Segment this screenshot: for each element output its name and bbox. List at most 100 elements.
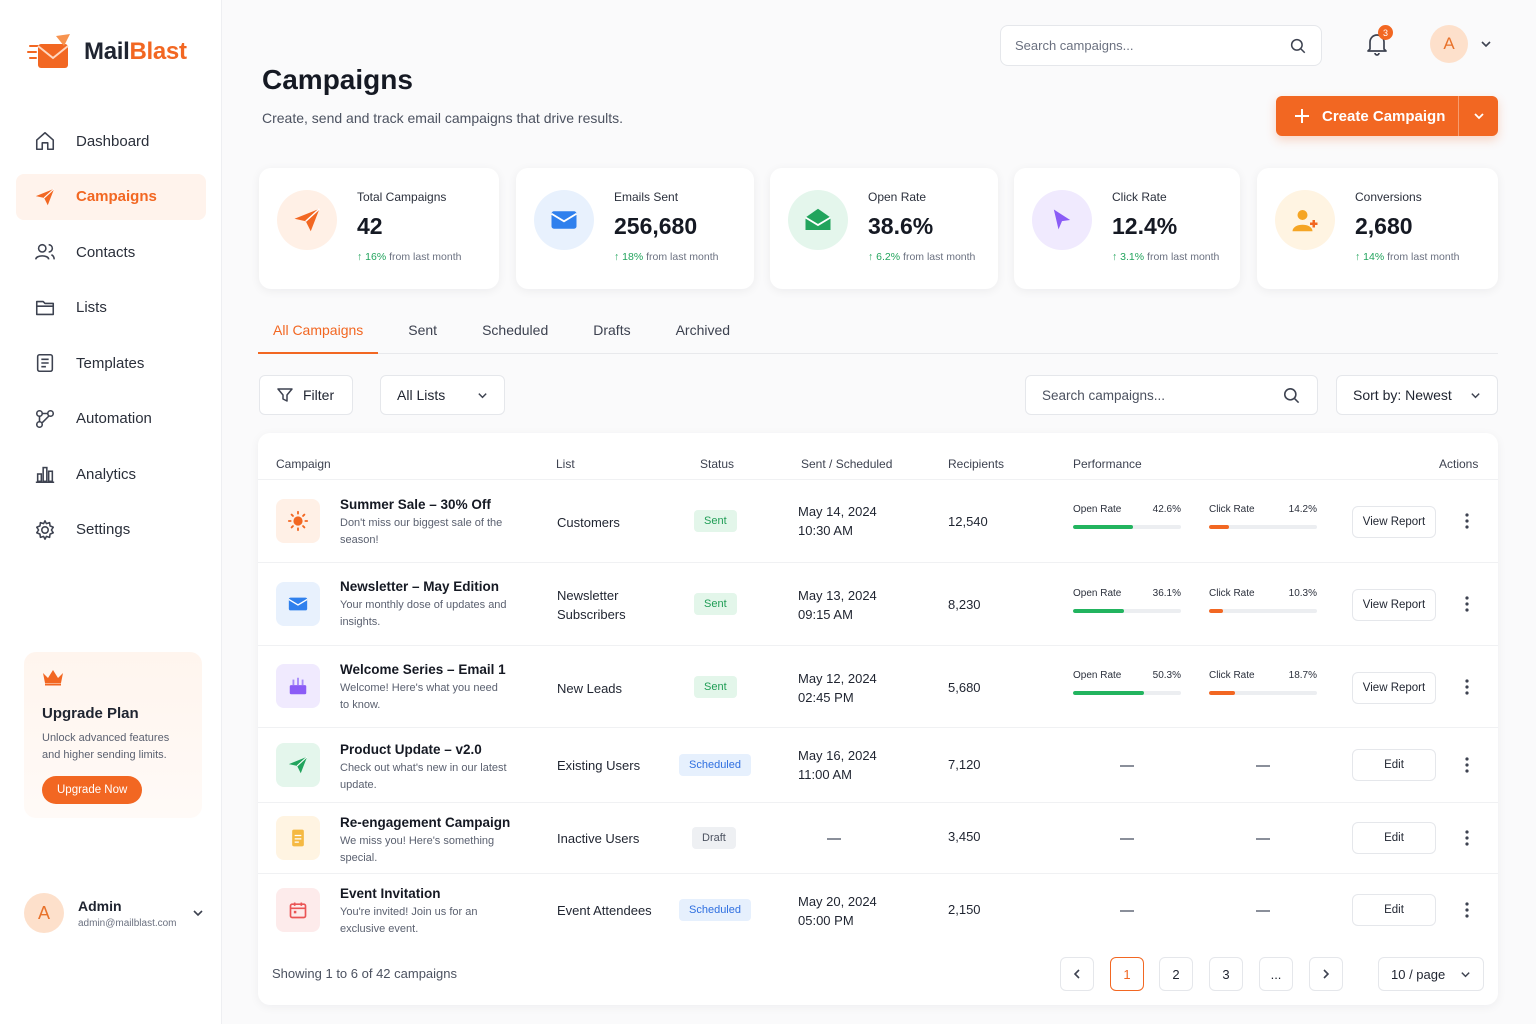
sidebar-item-automation[interactable]: Automation	[16, 396, 206, 442]
table-row[interactable]: Re-engagement Campaign We miss you! Here…	[258, 802, 1498, 873]
edit-button[interactable]: Edit	[1352, 894, 1436, 926]
sort-select[interactable]: Sort by: Newest	[1336, 375, 1498, 415]
stat-label: Click Rate	[1112, 190, 1167, 204]
global-search[interactable]	[1000, 25, 1322, 66]
document-icon	[276, 816, 320, 860]
sidebar-item-dashboard[interactable]: Dashboard	[16, 118, 206, 164]
chevron-down-icon	[1471, 392, 1480, 398]
document-icon	[36, 353, 54, 373]
column-header-list[interactable]: List	[556, 457, 575, 471]
workflow-icon	[35, 409, 55, 428]
campaign-name[interactable]: Welcome Series – Email 1	[340, 662, 506, 677]
arrow-up-icon: ↑	[357, 251, 366, 263]
sidebar-item-contacts[interactable]: Contacts	[16, 229, 206, 275]
table-row[interactable]: Summer Sale – 30% Off Don't miss our big…	[258, 479, 1498, 562]
search-icon[interactable]	[1282, 386, 1301, 405]
paper-plane-icon	[35, 187, 55, 205]
chevron-down-icon[interactable]	[1480, 38, 1492, 50]
campaign-name[interactable]: Newsletter – May Edition	[340, 579, 500, 594]
campaign-name[interactable]: Summer Sale – 30% Off	[340, 497, 491, 512]
table-row[interactable]: Product Update – v2.0 Check out what's n…	[258, 727, 1498, 802]
arrow-up-icon: ↑	[868, 251, 877, 263]
arrow-up-icon: ↑	[614, 251, 623, 263]
campaign-search[interactable]	[1025, 375, 1318, 415]
create-campaign-dropdown[interactable]	[1458, 96, 1498, 136]
campaign-name[interactable]: Re-engagement Campaign	[340, 815, 511, 830]
table-row[interactable]: Newsletter – May Edition Your monthly do…	[258, 562, 1498, 645]
page-button-1[interactable]: 1	[1110, 957, 1144, 991]
stat-value: 256,680	[614, 213, 698, 239]
edit-button[interactable]: Edit	[1352, 822, 1436, 854]
stat-value: 38.6%	[868, 213, 934, 239]
app-logo[interactable]: MailBlast	[26, 32, 187, 72]
sidebar-item-analytics[interactable]: Analytics	[16, 451, 206, 497]
user-menu[interactable]: A Admin admin@mailblast.com	[24, 893, 204, 933]
page-subtitle: Create, send and track email campaigns t…	[262, 110, 624, 126]
campaign-name[interactable]: Product Update – v2.0	[340, 742, 482, 757]
tab-scheduled[interactable]: Scheduled	[482, 322, 549, 338]
stat-label: Total Campaigns	[357, 190, 447, 204]
more-options-icon[interactable]	[1463, 679, 1471, 695]
campaign-search-input[interactable]	[1042, 387, 1282, 403]
sidebar-nav: Dashboard Campaigns Contacts Lists Templ…	[16, 118, 206, 562]
more-options-icon[interactable]	[1463, 596, 1471, 612]
open-rate-bar	[1073, 609, 1124, 613]
page-button-2[interactable]: 2	[1159, 957, 1193, 991]
more-options-icon[interactable]	[1463, 757, 1471, 773]
table-row[interactable]: Event Invitation You're invited! Join us…	[258, 873, 1498, 948]
sidebar-item-templates[interactable]: Templates	[16, 340, 206, 386]
sort-select-value: Sort by: Newest	[1353, 387, 1452, 403]
column-header-sent-scheduled[interactable]: Sent / Scheduled	[801, 457, 893, 471]
sidebar-item-campaigns[interactable]: Campaigns	[16, 173, 206, 220]
more-options-icon[interactable]	[1463, 513, 1471, 529]
create-campaign-button[interactable]: Create Campaign	[1276, 96, 1498, 136]
column-header-status[interactable]: Status	[700, 457, 735, 471]
tab-archived[interactable]: Archived	[675, 322, 731, 338]
more-options-icon[interactable]	[1463, 902, 1471, 918]
create-campaign-main[interactable]: Create Campaign	[1276, 96, 1458, 136]
next-page-button[interactable]	[1309, 957, 1343, 991]
per-page-select[interactable]: 10 / page	[1378, 957, 1484, 991]
page-button-3[interactable]: 3	[1209, 957, 1243, 991]
campaign-description: You're invited! Join us for an exclusive…	[340, 906, 478, 935]
campaign-tabs: All Campaigns Sent Scheduled Drafts Arch…	[258, 312, 1498, 354]
view-report-button[interactable]: View Report	[1352, 506, 1436, 538]
search-icon[interactable]	[1289, 37, 1307, 55]
column-header-recipients[interactable]: Recipients	[948, 457, 1005, 471]
click-rate-metric: Click Rate 10.3%	[1209, 588, 1317, 613]
folder-icon	[35, 300, 55, 315]
status-badge: Scheduled	[679, 754, 751, 776]
status-badge: Scheduled	[679, 899, 751, 921]
campaign-name[interactable]: Event Invitation	[340, 886, 441, 901]
open-rate-metric: Open Rate 42.6%	[1073, 504, 1181, 529]
tab-all-campaigns[interactable]: All Campaigns	[258, 312, 379, 354]
list-select-value: All Lists	[397, 387, 446, 403]
tab-drafts[interactable]: Drafts	[593, 322, 631, 338]
sun-icon	[276, 499, 320, 543]
avatar[interactable]: A	[1430, 25, 1468, 63]
sidebar-item-settings[interactable]: Settings	[16, 507, 206, 553]
click-rate-metric: Click Rate 14.2%	[1209, 504, 1317, 529]
click-rate-bar	[1209, 525, 1229, 529]
status-badge: Sent	[694, 593, 737, 615]
stat-card-conversions: Conversions 2,680 ↑ 14% from last month	[1257, 168, 1498, 289]
sidebar-item-lists[interactable]: Lists	[16, 285, 206, 331]
prev-page-button[interactable]	[1060, 957, 1094, 991]
global-search-input[interactable]	[1015, 38, 1289, 53]
campaign-table: Campaign List Status Sent / Scheduled Re…	[258, 433, 1498, 1005]
page-ellipsis[interactable]: ...	[1259, 957, 1293, 991]
list-select[interactable]: All Lists	[380, 375, 505, 415]
column-header-performance: Performance	[1073, 457, 1142, 471]
upgrade-now-button[interactable]: Upgrade Now	[42, 776, 143, 804]
status-badge: Sent	[694, 676, 737, 698]
table-row[interactable]: Welcome Series – Email 1 Welcome! Here's…	[258, 645, 1498, 727]
more-options-icon[interactable]	[1463, 830, 1471, 846]
tab-sent[interactable]: Sent	[408, 322, 438, 338]
view-report-button[interactable]: View Report	[1352, 589, 1436, 621]
filter-button[interactable]: Filter	[259, 375, 353, 415]
open-rate-bar	[1073, 691, 1144, 695]
open-envelope-icon	[788, 190, 848, 250]
column-header-campaign[interactable]: Campaign	[276, 457, 331, 471]
edit-button[interactable]: Edit	[1352, 749, 1436, 781]
view-report-button[interactable]: View Report	[1352, 672, 1436, 704]
